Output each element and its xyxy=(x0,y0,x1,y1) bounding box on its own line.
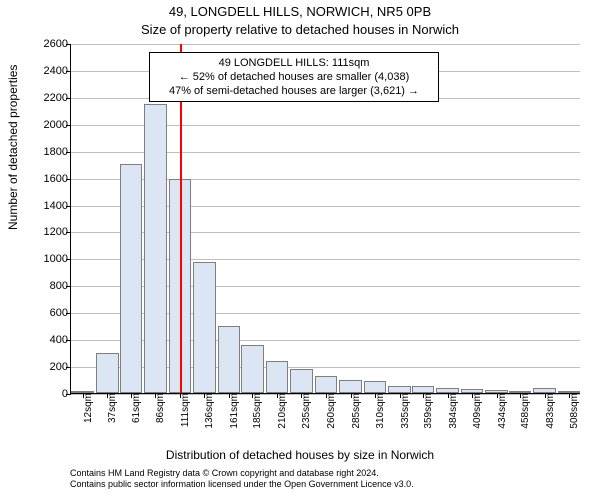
chart-title-line2: Size of property relative to detached ho… xyxy=(0,22,600,37)
histogram-bar xyxy=(388,386,411,393)
plot-area: 12sqm37sqm61sqm86sqm111sqm136sqm161sqm18… xyxy=(70,44,580,394)
annotation-box: 49 LONGDELL HILLS: 111sqm← 52% of detach… xyxy=(149,52,439,102)
ytick-label: 2000 xyxy=(8,119,68,131)
histogram-bar xyxy=(218,326,241,393)
ytick-label: 0 xyxy=(8,388,68,400)
ytick-label: 1600 xyxy=(8,173,68,185)
xtick-label: 111sqm xyxy=(180,393,191,427)
histogram-bar xyxy=(364,381,387,393)
xtick-label: 210sqm xyxy=(277,393,288,429)
ytick-label: 2400 xyxy=(8,65,68,77)
histogram-bar xyxy=(96,353,119,393)
xtick-label: 185sqm xyxy=(252,393,263,429)
xtick-label: 359sqm xyxy=(423,393,434,429)
annotation-line2: ← 52% of detached houses are smaller (4,… xyxy=(156,70,432,84)
annotation-line1: 49 LONGDELL HILLS: 111sqm xyxy=(156,56,432,70)
footer-attribution: Contains HM Land Registry data © Crown c… xyxy=(70,468,414,490)
xtick-label: 161sqm xyxy=(229,393,240,429)
xtick-label: 409sqm xyxy=(472,393,483,429)
footer-line1: Contains HM Land Registry data © Crown c… xyxy=(70,468,414,479)
ytick-label: 2200 xyxy=(8,92,68,104)
xtick-label: 260sqm xyxy=(326,393,337,429)
xtick-label: 37sqm xyxy=(107,393,118,423)
ytick-label: 400 xyxy=(8,334,68,346)
ytick-label: 1200 xyxy=(8,226,68,238)
xtick-label: 86sqm xyxy=(155,393,166,423)
xtick-label: 508sqm xyxy=(569,393,580,429)
ytick-label: 2600 xyxy=(8,38,68,50)
histogram-bar xyxy=(193,262,216,393)
xtick-label: 384sqm xyxy=(448,393,459,429)
xtick-label: 458sqm xyxy=(520,393,531,429)
gridline-h xyxy=(71,44,580,45)
histogram-bar xyxy=(339,380,362,393)
xtick-label: 310sqm xyxy=(375,393,386,429)
annotation-line3: 47% of semi-detached houses are larger (… xyxy=(156,84,432,98)
histogram-bar xyxy=(412,386,435,393)
histogram-bar xyxy=(266,361,289,393)
histogram-bar xyxy=(290,369,313,393)
x-axis-label: Distribution of detached houses by size … xyxy=(0,448,600,462)
xtick-label: 335sqm xyxy=(400,393,411,429)
ytick-label: 1400 xyxy=(8,200,68,212)
xtick-label: 12sqm xyxy=(83,393,94,423)
histogram-bar xyxy=(120,164,143,393)
footer-line2: Contains public sector information licen… xyxy=(70,479,414,490)
ytick-label: 600 xyxy=(8,307,68,319)
xtick-label: 434sqm xyxy=(497,393,508,429)
ytick-label: 200 xyxy=(8,361,68,373)
chart-title-line1: 49, LONGDELL HILLS, NORWICH, NR5 0PB xyxy=(0,4,600,19)
histogram-bar xyxy=(315,376,338,394)
histogram-bar xyxy=(241,345,264,393)
xtick-label: 136sqm xyxy=(204,393,215,429)
histogram-bar xyxy=(144,104,167,393)
xtick-label: 285sqm xyxy=(351,393,362,429)
ytick-label: 1800 xyxy=(8,146,68,158)
ytick-label: 1000 xyxy=(8,253,68,265)
xtick-label: 483sqm xyxy=(545,393,556,429)
xtick-label: 61sqm xyxy=(131,393,142,423)
xtick-label: 235sqm xyxy=(301,393,312,429)
ytick-label: 800 xyxy=(8,280,68,292)
